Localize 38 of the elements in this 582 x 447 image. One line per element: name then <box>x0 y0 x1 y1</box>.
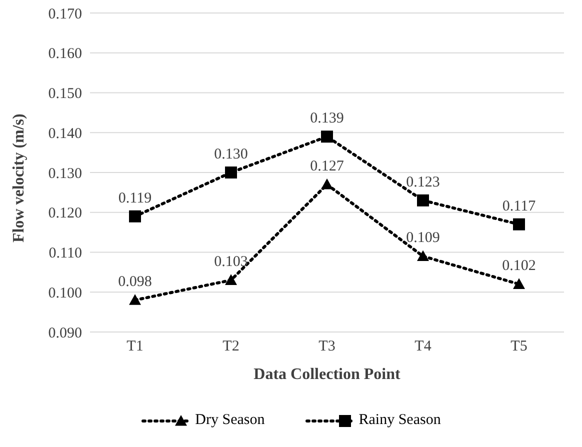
x-tick-label: T1 <box>126 338 144 355</box>
point <box>225 274 237 285</box>
point <box>513 218 525 230</box>
data-label: 0.117 <box>502 198 536 214</box>
data-label: 0.102 <box>502 258 536 274</box>
y-axis-title: Flow velocity (m/s) <box>10 114 28 242</box>
x-tick-label: T3 <box>318 338 336 355</box>
legend-label: Rainy Season <box>358 412 441 429</box>
y-tick-label: 0.110 <box>48 246 82 262</box>
x-tick-label: T4 <box>414 338 432 355</box>
x-tick-label: T2 <box>222 338 240 355</box>
x-tick-label: T5 <box>510 338 528 355</box>
y-tick-label: 0.120 <box>48 206 82 222</box>
data-label: 0.130 <box>214 146 248 162</box>
y-tick-label: 0.160 <box>48 46 82 62</box>
data-label: 0.127 <box>310 158 344 174</box>
data-label: 0.119 <box>118 190 152 206</box>
x-axis-title: Data Collection Point <box>254 366 401 383</box>
point <box>129 294 141 305</box>
y-tick-label: 0.130 <box>48 166 82 182</box>
point <box>417 194 429 206</box>
point <box>321 130 333 143</box>
data-label: 0.109 <box>406 230 440 246</box>
data-label: 0.103 <box>214 254 248 270</box>
point <box>321 178 333 190</box>
y-tick-label: 0.170 <box>48 6 82 22</box>
data-label: 0.139 <box>310 110 344 127</box>
y-tick-label: 0.100 <box>48 285 82 302</box>
y-tick-label: 0.140 <box>48 126 82 142</box>
legend-label: Dry Season <box>195 412 265 429</box>
point <box>513 278 525 289</box>
point <box>225 166 237 178</box>
point <box>417 250 429 262</box>
point <box>129 210 141 222</box>
data-label: 0.123 <box>406 174 440 190</box>
y-tick-label: 0.150 <box>48 86 82 102</box>
y-tick-label: 0.090 <box>48 325 82 342</box>
data-label: 0.098 <box>118 274 152 290</box>
